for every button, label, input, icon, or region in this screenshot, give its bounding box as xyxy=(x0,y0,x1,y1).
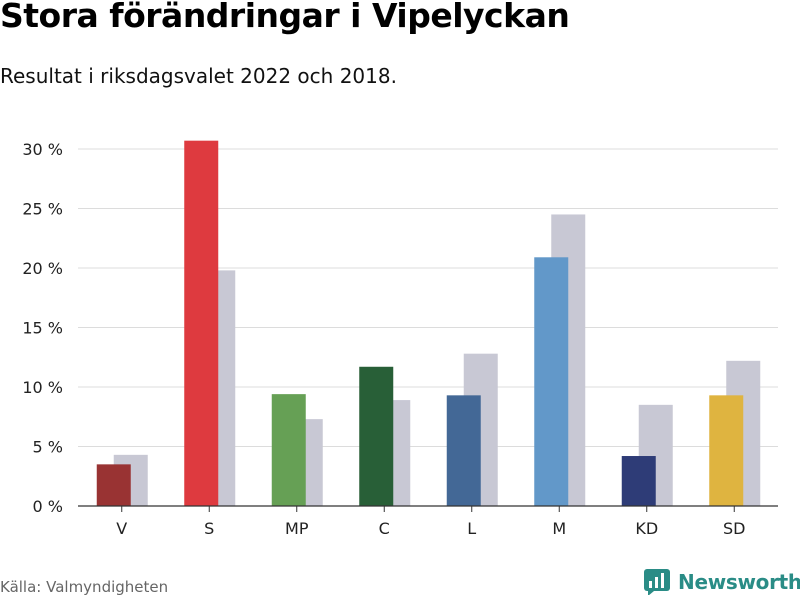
x-tick-label: S xyxy=(204,519,214,538)
bar-2022-m xyxy=(534,257,569,506)
chart-subtitle: Resultat i riksdagsvalet 2022 och 2018. xyxy=(0,64,397,88)
bar-2022-c xyxy=(359,366,394,506)
x-tick-label: C xyxy=(379,519,390,538)
newsworthy-logo-icon xyxy=(644,569,670,595)
chart-title: Stora förändringar i Vipelyckan xyxy=(0,0,570,35)
y-tick-label: 25 % xyxy=(22,200,63,219)
x-axis xyxy=(78,505,778,512)
y-axis-ticks: 0 % 5 % 10 % 15 % 20 % 25 % 30 % xyxy=(22,140,63,516)
y-tick-label: 30 % xyxy=(22,140,63,159)
x-tick-label: KD xyxy=(635,519,658,538)
y-tick-label: 5 % xyxy=(33,438,63,457)
y-tick-label: 10 % xyxy=(22,378,63,397)
x-tick-label: M xyxy=(552,519,566,538)
bars xyxy=(96,140,761,507)
brand-logo[interactable]: Newsworthy xyxy=(644,567,800,597)
bar-2022-s xyxy=(184,140,219,507)
bar-2022-v xyxy=(96,464,131,506)
bar-2022-kd xyxy=(621,456,656,506)
y-tick-label: 0 % xyxy=(33,497,63,516)
bar-2022-sd xyxy=(709,395,744,506)
bar-2022-l xyxy=(446,395,481,506)
brand-name: Newsworthy xyxy=(678,570,800,594)
x-axis-ticks: V S MP C L M KD SD xyxy=(116,519,745,538)
x-tick-label: MP xyxy=(285,519,309,538)
x-tick-label: L xyxy=(467,519,476,538)
x-tick-label: V xyxy=(116,519,127,538)
source-note: Källa: Valmyndigheten xyxy=(0,578,169,596)
gridlines xyxy=(78,148,778,447)
bar-chart: 0 % 5 % 10 % 15 % 20 % 25 % 30 % V S MP C L M KD SD xyxy=(22,140,778,538)
x-tick-label: SD xyxy=(723,519,745,538)
y-tick-label: 15 % xyxy=(22,319,63,338)
y-tick-label: 20 % xyxy=(22,259,63,278)
bar-2022-mp xyxy=(271,394,306,506)
